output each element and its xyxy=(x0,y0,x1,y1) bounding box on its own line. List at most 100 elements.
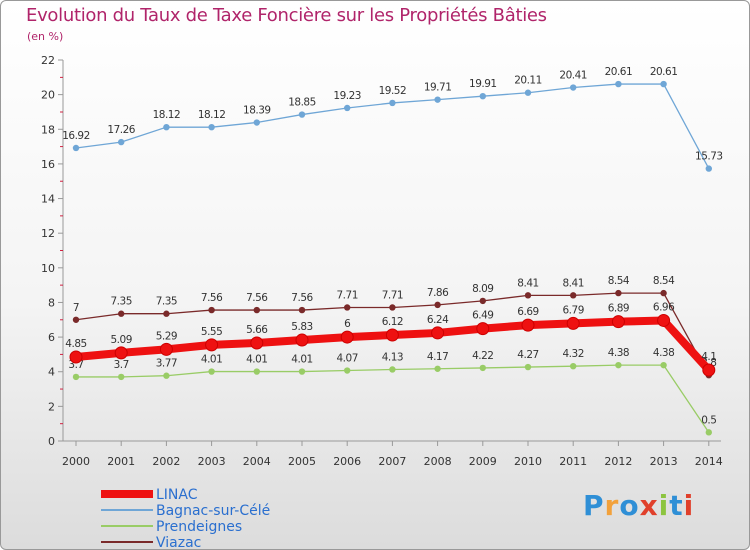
data-label: 19.23 xyxy=(333,90,361,102)
data-label: 18.39 xyxy=(243,105,271,117)
x-tick-label: 2013 xyxy=(650,455,678,468)
data-point xyxy=(705,165,712,172)
data-point xyxy=(389,304,396,311)
data-point xyxy=(205,338,219,352)
data-label: 6.96 xyxy=(653,301,675,313)
data-label: 15.73 xyxy=(695,151,723,163)
data-point xyxy=(250,336,264,350)
series-line xyxy=(75,364,710,433)
data-label: 8.54 xyxy=(653,275,675,287)
data-label: 4.07 xyxy=(337,353,358,365)
x-tick-label: 2007 xyxy=(378,455,406,468)
data-point xyxy=(660,289,667,297)
data-point xyxy=(69,350,83,364)
data-point xyxy=(702,363,716,377)
data-point xyxy=(159,342,173,356)
data-label: 16.92 xyxy=(62,130,90,142)
data-label: 5.55 xyxy=(201,326,222,338)
data-point xyxy=(385,328,399,342)
y-tick-label: 4 xyxy=(48,366,55,379)
x-tick-label: 2010 xyxy=(514,455,542,468)
data-point xyxy=(208,306,215,314)
data-point xyxy=(705,429,712,436)
data-label: 3.77 xyxy=(156,358,177,370)
data-point xyxy=(298,306,306,314)
x-tick-label: 2000 xyxy=(62,455,90,468)
data-label: 7.56 xyxy=(291,292,313,304)
data-label: 4.32 xyxy=(563,348,584,360)
logo-letter: x xyxy=(639,489,659,522)
data-point xyxy=(118,310,125,317)
data-point xyxy=(163,310,170,317)
data-point xyxy=(253,306,260,314)
data-label: 19.52 xyxy=(379,85,407,97)
data-label: 4.38 xyxy=(653,347,674,359)
logo-letter: i xyxy=(658,489,670,522)
x-tick-label: 2009 xyxy=(469,455,497,468)
y-tick-label: 8 xyxy=(48,296,55,309)
data-label: 5.09 xyxy=(111,334,132,346)
data-label: 20.11 xyxy=(514,75,542,87)
data-point xyxy=(657,313,671,327)
data-label: 6.49 xyxy=(472,310,493,322)
data-point xyxy=(434,301,441,309)
x-tick-label: 2012 xyxy=(604,455,632,468)
data-point xyxy=(431,326,445,340)
data-point xyxy=(479,364,486,372)
data-label: 7.35 xyxy=(156,296,177,308)
data-point xyxy=(479,92,486,100)
data-point xyxy=(163,372,170,379)
data-point xyxy=(72,373,80,381)
y-tick-label: 0 xyxy=(48,435,55,448)
data-point xyxy=(118,138,125,146)
data-label: 6.12 xyxy=(382,316,403,328)
data-point xyxy=(570,362,577,370)
data-label: 7.35 xyxy=(111,296,132,308)
data-label: 4.22 xyxy=(472,350,493,362)
proxiti-logo: Proxiti xyxy=(583,489,694,522)
data-label: 0.5 xyxy=(701,414,716,426)
data-point xyxy=(298,368,306,375)
x-tick-label: 2006 xyxy=(333,455,361,468)
chart-title: Evolution du Taux de Taxe Foncière sur l… xyxy=(26,5,547,26)
y-tick-label: 18 xyxy=(41,123,55,136)
logo-letter: t xyxy=(669,489,684,522)
x-tick-label: 2001 xyxy=(107,455,135,468)
data-label: 7.86 xyxy=(427,287,449,299)
data-point xyxy=(253,119,260,126)
x-tick-label: 2003 xyxy=(198,455,226,468)
data-point xyxy=(298,111,306,118)
y-tick-label: 14 xyxy=(41,193,55,206)
data-point xyxy=(521,318,535,332)
data-label: 19.91 xyxy=(469,78,497,90)
data-label: 3.7 xyxy=(114,359,129,371)
data-point xyxy=(570,292,577,299)
y-tick-label: 6 xyxy=(48,331,55,344)
data-label: 20.41 xyxy=(559,70,587,82)
data-label: 8.41 xyxy=(563,277,584,289)
legend-label: Viazac xyxy=(156,535,201,549)
logo-letter: P xyxy=(583,489,605,522)
data-label: 8.09 xyxy=(472,283,493,295)
data-label: 4.85 xyxy=(65,338,86,350)
data-point xyxy=(524,89,532,96)
data-label: 5.83 xyxy=(291,321,312,333)
data-label: 6.24 xyxy=(427,314,449,326)
x-tick-label: 2011 xyxy=(559,455,587,468)
legend-label: Prendeignes xyxy=(156,519,242,535)
logo-letter: r xyxy=(604,489,620,522)
data-label: 4.27 xyxy=(517,349,538,361)
data-label: 6.69 xyxy=(517,306,538,318)
data-label: 4.38 xyxy=(608,347,629,359)
data-label: 4.01 xyxy=(201,354,222,366)
data-point xyxy=(118,373,125,381)
data-point xyxy=(566,316,580,330)
unit-label: (en %) xyxy=(27,30,64,43)
data-label: 4.17 xyxy=(427,351,448,363)
data-point xyxy=(434,96,441,103)
legend-label: Bagnac-sur-Célé xyxy=(156,503,270,519)
data-label: 8.41 xyxy=(517,277,538,289)
data-point xyxy=(344,104,351,112)
data-label: 18.12 xyxy=(153,109,181,121)
